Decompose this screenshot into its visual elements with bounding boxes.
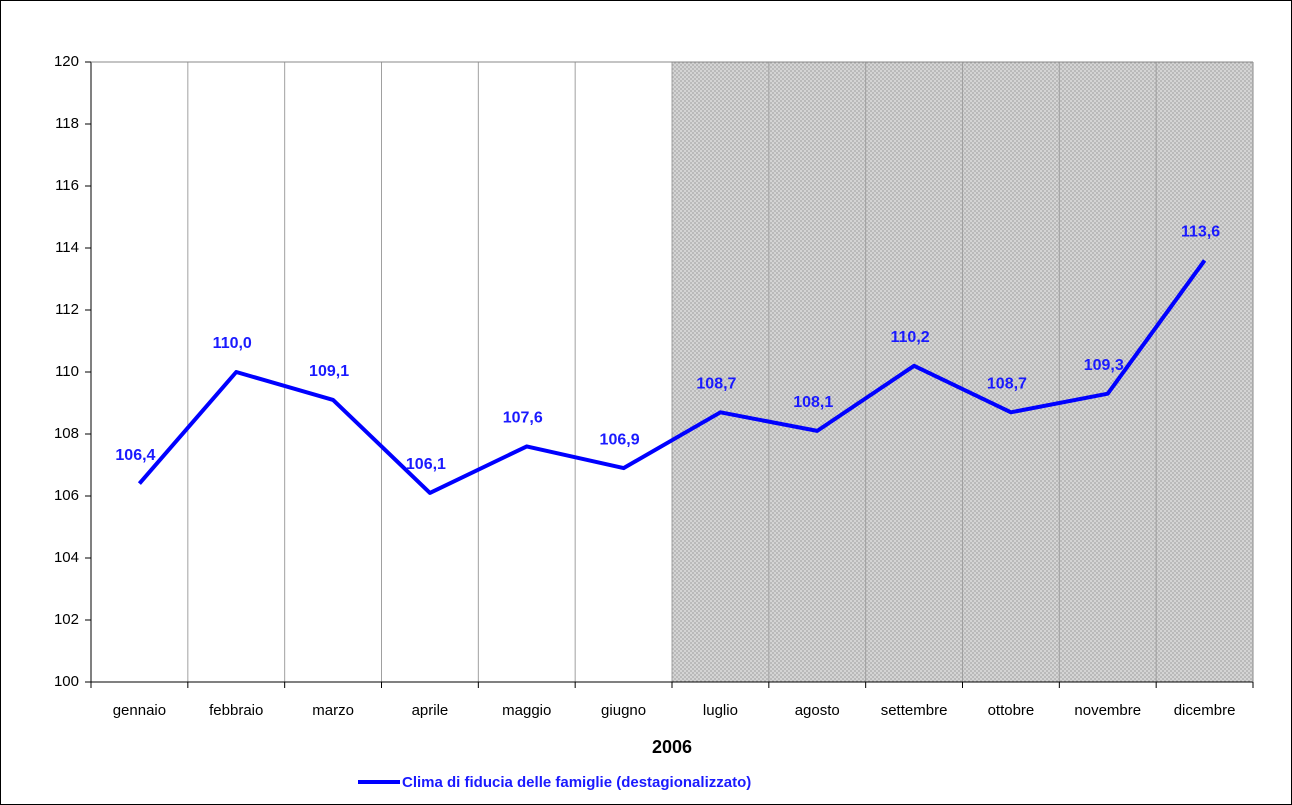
y-tick-label: 102 [54,611,79,628]
value-label: 110,2 [891,329,930,346]
x-tick-label: novembre [1074,702,1141,719]
value-label: 109,1 [309,363,349,380]
y-tick-label: 104 [54,549,79,566]
value-label: 106,1 [406,456,446,473]
x-tick-label: settembre [881,702,948,719]
value-label: 109,3 [1084,357,1124,374]
x-tick-label: aprile [412,702,449,719]
value-label: 106,9 [600,431,640,448]
y-tick-label: 112 [55,301,79,318]
series-line [137,259,1207,495]
value-label: 107,6 [503,410,543,427]
x-tick-label: ottobre [988,702,1035,719]
y-tick-label: 108 [54,425,79,442]
x-tick-label: gennaio [113,702,166,719]
value-label: 106,4 [115,447,155,464]
legend-label: Clima di fiducia delle famiglie (destagi… [402,774,751,791]
value-label: 108,1 [793,394,833,411]
x-tick-label: agosto [795,702,840,719]
x-tick-label: febbraio [209,702,263,719]
value-label: 110,0 [213,335,252,352]
value-label: 108,7 [987,376,1027,393]
x-tick-label: dicembre [1174,702,1236,719]
y-tick-label: 100 [54,673,79,690]
x-tick-label: giugno [601,702,646,719]
y-tick-label: 114 [55,239,79,256]
x-tick-label: luglio [703,702,738,719]
x-tick-label: marzo [312,702,354,719]
value-label: 113,6 [1181,224,1220,241]
y-tick-label: 116 [55,177,79,194]
x-axis-title: 2006 [652,737,692,757]
y-tick-label: 120 [54,53,79,70]
y-tick-label: 110 [55,363,79,380]
y-tick-label: 106 [54,487,79,504]
value-label: 108,7 [696,376,736,393]
y-tick-label: 118 [55,115,79,132]
x-tick-label: maggio [502,702,551,719]
